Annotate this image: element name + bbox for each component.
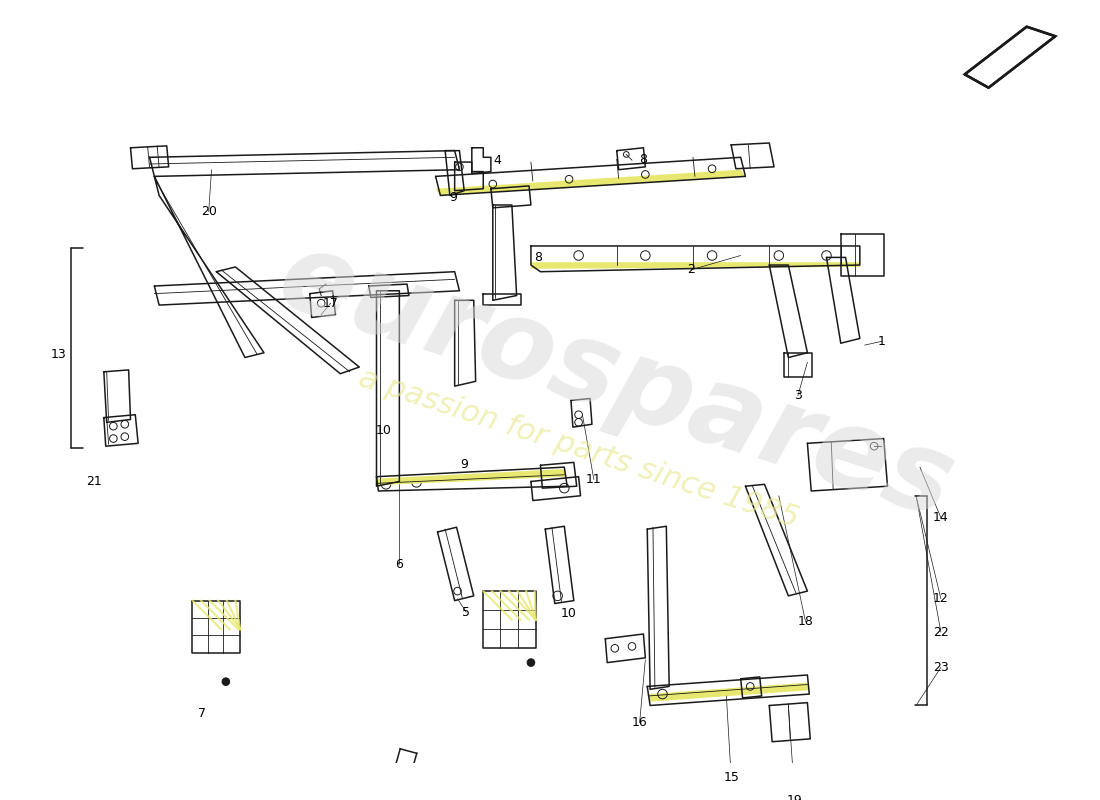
Polygon shape xyxy=(436,170,746,195)
Text: 19: 19 xyxy=(788,794,803,800)
Text: 14: 14 xyxy=(933,511,949,524)
Polygon shape xyxy=(531,262,860,269)
Text: 9: 9 xyxy=(449,191,456,204)
Text: 8: 8 xyxy=(535,251,542,264)
Text: 12: 12 xyxy=(933,592,949,606)
Text: 4: 4 xyxy=(494,154,502,166)
Circle shape xyxy=(527,658,535,666)
Text: 22: 22 xyxy=(933,626,949,638)
Text: 18: 18 xyxy=(798,615,813,628)
Text: 20: 20 xyxy=(201,205,217,218)
Text: 1: 1 xyxy=(878,335,886,348)
Text: 2: 2 xyxy=(688,263,695,276)
Text: 10: 10 xyxy=(561,606,578,619)
Circle shape xyxy=(222,678,230,686)
Polygon shape xyxy=(965,26,1055,88)
Text: 5: 5 xyxy=(462,606,470,618)
Text: 16: 16 xyxy=(631,716,648,729)
Text: eurospares: eurospares xyxy=(266,222,967,541)
Text: 3: 3 xyxy=(794,389,802,402)
Text: 9: 9 xyxy=(460,458,469,470)
Text: 17: 17 xyxy=(322,297,339,310)
Text: a passion for parts since 1985: a passion for parts since 1985 xyxy=(355,363,802,533)
Polygon shape xyxy=(376,469,568,486)
Polygon shape xyxy=(647,682,810,702)
Text: 23: 23 xyxy=(933,661,949,674)
Text: 13: 13 xyxy=(51,348,67,361)
Text: 6: 6 xyxy=(395,558,404,571)
Text: 21: 21 xyxy=(87,475,102,488)
Text: 11: 11 xyxy=(586,473,602,486)
Text: 8: 8 xyxy=(639,153,648,166)
Text: 15: 15 xyxy=(723,770,739,783)
Text: 7: 7 xyxy=(198,706,206,720)
Text: 10: 10 xyxy=(375,425,392,438)
